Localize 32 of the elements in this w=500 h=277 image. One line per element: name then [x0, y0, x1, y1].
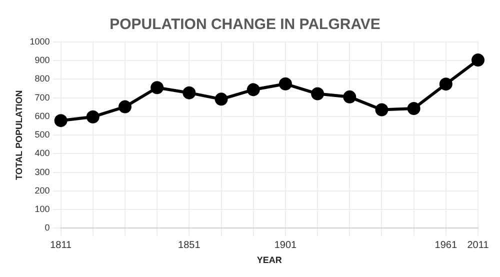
x-tick-label: 2011	[467, 240, 490, 251]
y-tick-label: 200	[34, 185, 50, 196]
point	[311, 87, 324, 100]
point	[86, 110, 100, 124]
x-tick-label: 1961	[434, 240, 458, 251]
y-tick-label: 0	[44, 222, 50, 233]
x-tick-label: 1811	[50, 240, 72, 251]
point	[472, 54, 484, 67]
point	[375, 103, 388, 116]
point	[150, 81, 164, 94]
point	[246, 83, 260, 96]
point	[343, 90, 356, 104]
y-tick-label: 300	[34, 166, 50, 177]
x-axis-title: YEAR	[256, 255, 282, 266]
y-tick-label: 500	[34, 130, 50, 140]
point	[278, 77, 292, 90]
point	[439, 78, 452, 91]
chart-title: POPULATION CHANGE IN PALGRAVE	[110, 16, 380, 34]
y-tick-label: 1000	[30, 36, 50, 46]
x-tick-label: 1851	[178, 240, 201, 251]
y-tick-label: 700	[34, 92, 50, 102]
y-tick-label: 100	[34, 204, 50, 214]
point	[118, 100, 132, 114]
y-tick-label: 900	[34, 55, 50, 66]
y-tick-label: 400	[34, 148, 50, 158]
y-axis-title: TOTAL POPULATION	[14, 90, 24, 180]
y-tick-label: 800	[34, 74, 50, 84]
y-tick-label: 600	[34, 110, 50, 121]
point	[182, 86, 196, 100]
point	[214, 92, 228, 106]
x-tick-label: 1901	[274, 240, 298, 251]
point	[407, 102, 420, 115]
